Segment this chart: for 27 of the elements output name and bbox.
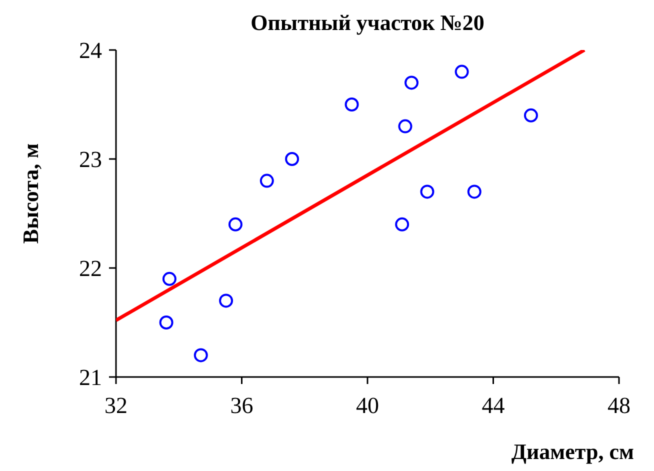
point — [159, 316, 174, 330]
point — [524, 108, 538, 122]
y-axis-title: Высота, м — [18, 143, 43, 244]
y-tick-label: 24 — [79, 38, 102, 64]
point — [285, 152, 300, 166]
x-tick-label: 36 — [230, 393, 254, 418]
point — [344, 98, 359, 112]
x-tick-label: 48 — [608, 393, 630, 418]
y-tick-label: 22 — [79, 256, 102, 282]
chart-title: Опытный участок №20 — [250, 10, 484, 35]
y-tick-label: 23 — [79, 147, 102, 172]
point — [395, 217, 410, 232]
point — [398, 119, 412, 134]
x-tick-label: 40 — [356, 393, 379, 418]
point — [162, 272, 176, 286]
y-tick-label: 21 — [79, 365, 102, 390]
point — [404, 76, 419, 90]
point — [194, 348, 208, 362]
point — [467, 184, 482, 199]
point — [260, 174, 274, 188]
point — [420, 184, 434, 199]
x-tick-label: 32 — [104, 393, 128, 418]
x-tick-label: 44 — [482, 393, 506, 418]
point — [454, 64, 469, 79]
point — [219, 294, 234, 308]
x-axis-title: Диаметр, см — [511, 439, 634, 464]
point — [228, 217, 242, 232]
